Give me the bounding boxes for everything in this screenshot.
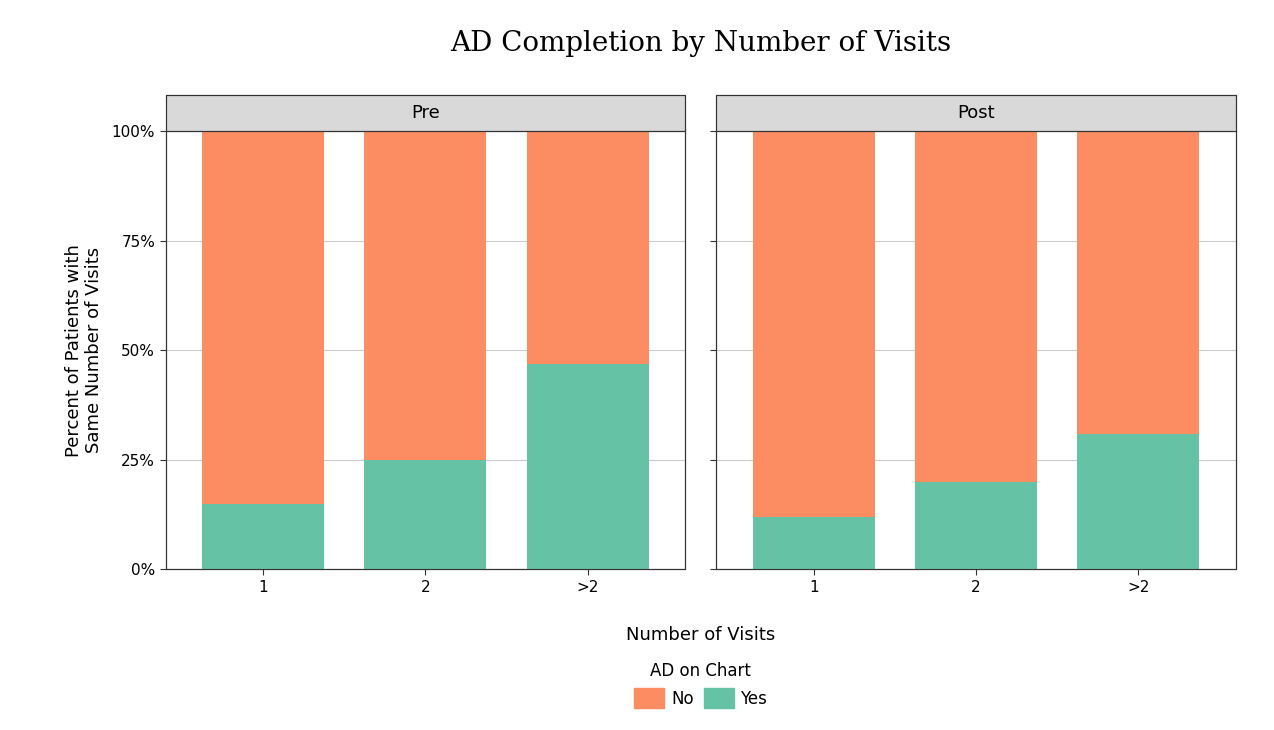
Text: AD Completion by Number of Visits: AD Completion by Number of Visits: [450, 31, 952, 57]
Bar: [753, 131, 874, 517]
Bar: [1078, 434, 1199, 569]
Bar: [203, 504, 324, 569]
Bar: [527, 364, 648, 569]
Y-axis label: Percent of Patients with
Same Number of Visits: Percent of Patients with Same Number of …: [65, 244, 103, 457]
Bar: [203, 131, 324, 504]
Text: Pre: Pre: [412, 104, 440, 122]
Text: Number of Visits: Number of Visits: [626, 626, 776, 644]
Bar: [364, 460, 487, 569]
Bar: [915, 482, 1037, 569]
Bar: [1078, 131, 1199, 434]
Bar: [527, 131, 648, 364]
Bar: [753, 517, 874, 569]
Legend: No, Yes: No, Yes: [628, 656, 773, 715]
Bar: [364, 131, 487, 460]
Text: Post: Post: [957, 104, 995, 122]
Bar: [915, 131, 1037, 482]
